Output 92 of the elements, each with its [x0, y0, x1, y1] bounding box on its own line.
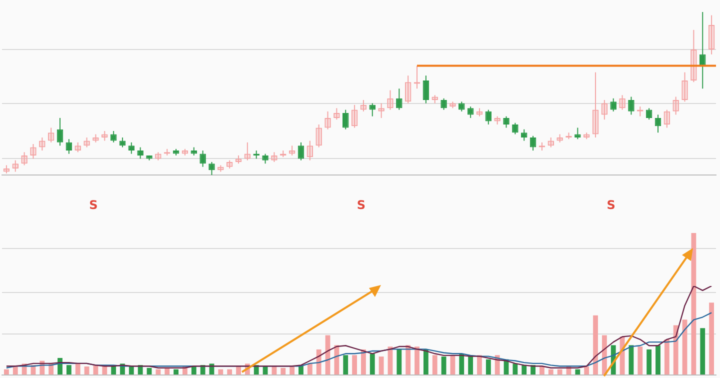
- candlestick: [324, 110, 331, 130]
- bar: [378, 356, 384, 375]
- candlestick: [351, 104, 358, 128]
- candlestick: [699, 12, 706, 90]
- bar: [12, 366, 18, 375]
- bar: [646, 349, 652, 375]
- candlestick: [485, 109, 492, 125]
- candlestick: [601, 100, 608, 120]
- candlestick: [610, 98, 616, 112]
- bar: [459, 354, 464, 375]
- bar: [432, 355, 438, 375]
- bar: [75, 364, 80, 375]
- candlestick: [110, 130, 117, 143]
- text: S: [89, 198, 98, 212]
- text: S: [606, 198, 616, 212]
- bar: [290, 366, 295, 375]
- candlestick: [56, 117, 64, 146]
- candlestick: [369, 102, 376, 117]
- bar: [343, 355, 348, 375]
- candlestick: [708, 14, 715, 55]
- bar: [468, 356, 474, 375]
- candlestick: [682, 72, 688, 102]
- candlestick: [316, 124, 322, 148]
- candlestick: [48, 127, 54, 143]
- candlestick: [440, 98, 447, 110]
- candlestick: [404, 75, 412, 104]
- candlestick: [360, 100, 367, 112]
- candlestick: [530, 135, 536, 152]
- candlestick: [208, 161, 215, 176]
- candlestick: [342, 109, 349, 130]
- bar: [191, 366, 196, 375]
- bar: [280, 368, 286, 375]
- candlestick: [628, 96, 634, 116]
- candlestick: [66, 138, 72, 154]
- bar: [691, 233, 696, 375]
- bar: [673, 325, 678, 375]
- bar: [441, 356, 446, 375]
- bar: [423, 349, 428, 375]
- bar: [593, 315, 598, 375]
- candlestick: [396, 88, 402, 110]
- candlestick: [664, 109, 670, 128]
- bar: [370, 354, 375, 375]
- candlestick: [74, 142, 81, 153]
- bar: [396, 349, 402, 375]
- candlestick: [39, 137, 46, 152]
- candlestick: [592, 72, 599, 138]
- candlestick: [262, 153, 268, 164]
- candlestick: [200, 150, 206, 168]
- bar: [406, 345, 411, 375]
- bar: [638, 346, 643, 375]
- candlestick: [503, 116, 510, 128]
- bar: [102, 366, 108, 375]
- candlestick: [458, 101, 465, 112]
- candlestick: [378, 102, 384, 118]
- bar: [334, 345, 340, 375]
- candlestick: [672, 96, 679, 116]
- candlestick: [128, 142, 135, 154]
- candlestick: [306, 140, 314, 161]
- bar: [584, 366, 590, 375]
- candlestick: [21, 152, 28, 166]
- bar: [709, 302, 714, 375]
- bar: [361, 349, 366, 375]
- text: S: [356, 198, 366, 212]
- bar: [486, 359, 491, 375]
- candlestick: [520, 128, 528, 142]
- candlestick: [30, 144, 36, 160]
- candlestick: [387, 90, 394, 110]
- bar: [236, 366, 241, 375]
- candlestick: [288, 145, 296, 156]
- bar: [477, 355, 482, 375]
- bar: [307, 364, 312, 375]
- candlestick: [271, 152, 278, 162]
- candlestick: [654, 114, 662, 134]
- candlestick: [12, 160, 19, 172]
- bar: [522, 365, 527, 375]
- candlestick: [619, 94, 626, 110]
- bar: [656, 345, 660, 375]
- bar: [66, 365, 72, 375]
- candlestick: [690, 29, 697, 83]
- candlestick: [137, 146, 144, 160]
- bar: [512, 364, 518, 375]
- bar: [700, 328, 706, 375]
- candlestick: [422, 75, 430, 104]
- candlestick: [84, 137, 90, 148]
- bar: [414, 346, 420, 375]
- candlestick: [298, 142, 304, 161]
- bar: [664, 340, 670, 375]
- bar: [352, 355, 357, 375]
- candlestick: [334, 108, 340, 120]
- bar: [540, 366, 544, 375]
- candlestick: [467, 106, 474, 118]
- bar: [128, 366, 134, 375]
